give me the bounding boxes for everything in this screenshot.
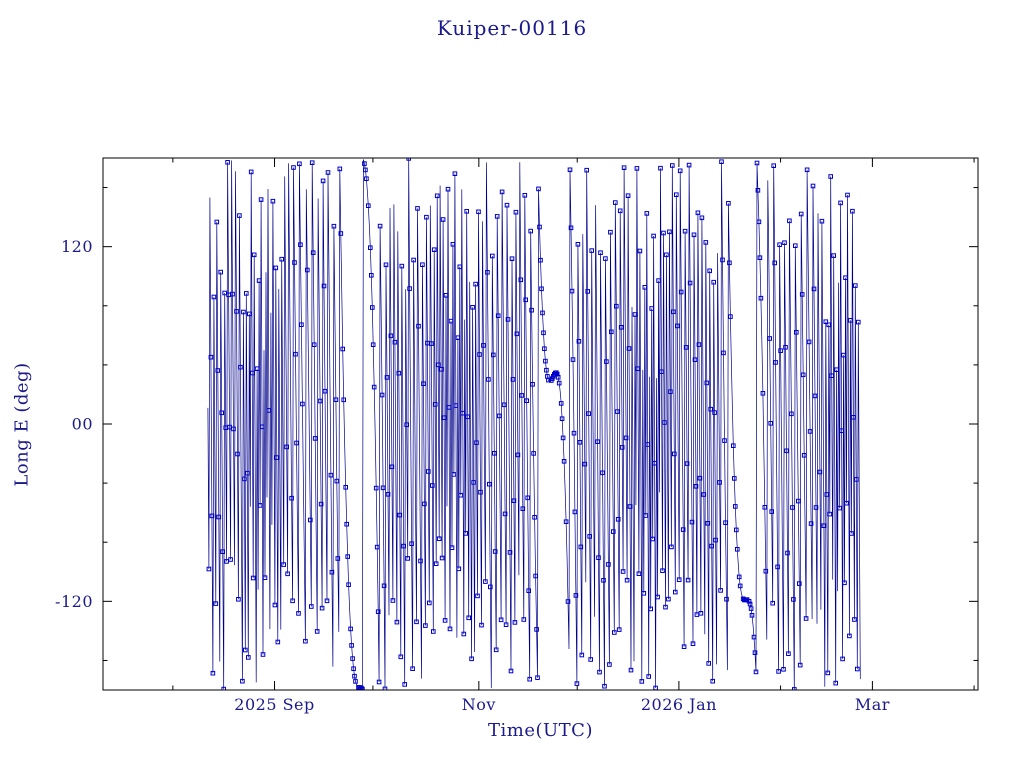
x-tick-label: 2025 Sep <box>234 695 314 714</box>
x-tick-label: 2026 Jan <box>641 695 717 714</box>
x-tick-label: Mar <box>855 695 890 714</box>
chart-title: Kuiper-00116 <box>436 16 588 40</box>
x-tick-label: Nov <box>462 695 496 714</box>
y-tick-label: 00 <box>72 415 93 434</box>
x-axis-label: Time(UTC) <box>488 720 593 741</box>
y-tick-label: 120 <box>61 237 93 256</box>
y-tick-label: -120 <box>55 592 93 611</box>
